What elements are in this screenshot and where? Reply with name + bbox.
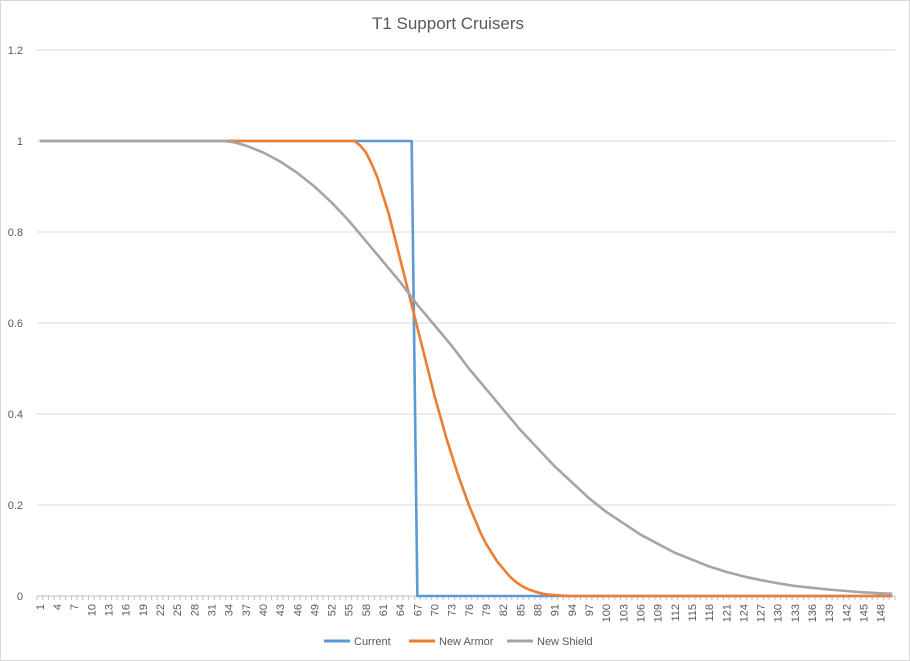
x-tick-label: 82 [498,604,510,616]
x-tick-label: 145 [859,604,871,622]
x-tick-label: 91 [550,604,562,616]
x-tick-label: 109 [653,604,665,622]
x-tick-label: 118 [704,604,716,622]
y-tick-label: 0.6 [8,318,23,330]
x-tick-label: 94 [567,604,579,616]
series-line-current [39,139,893,598]
x-tick-label: 61 [378,604,390,616]
x-tick-label: 4 [52,604,64,610]
y-tick-label: 0.4 [8,409,23,421]
x-tick-label: 112 [670,604,682,622]
x-tick-label: 88 [533,604,545,616]
y-tick-label: 1.2 [8,45,23,57]
legend: Current New Armor New Shield [324,636,593,648]
x-tick-label: 10 [86,604,98,616]
legend-label-new-armor: New Armor [439,636,494,648]
x-tick-label: 73 [447,604,459,616]
x-tick-label: 22 [155,604,167,616]
x-tick-label: 142 [841,604,853,622]
x-tick-label: 115 [687,604,699,622]
gridlines [37,49,895,506]
x-tick-label: 58 [361,604,373,616]
x-tick-label: 49 [309,604,321,616]
x-tick-label: 46 [292,604,304,616]
x-tick-label: 31 [206,604,218,616]
x-tick-label: 34 [224,604,236,616]
series-line-new-shield [39,139,893,596]
x-tick-label: 85 [515,604,527,616]
x-tick-label: 79 [481,604,493,616]
legend-label-current: Current [354,636,391,648]
chart-title: T1 Support Cruisers [372,14,524,33]
legend-label-new-shield: New Shield [537,636,593,648]
x-tick-label: 130 [773,604,785,622]
x-tick-label: 43 [275,604,287,616]
x-tick-label: 25 [172,604,184,616]
x-tick-label: 1 [35,604,47,610]
x-tick-label: 76 [464,604,476,616]
x-tick-label: 124 [738,604,750,622]
x-tick-label: 13 [104,604,116,616]
y-tick-label: 0.2 [8,500,23,512]
x-axis: 1 4 7 10 13 16 19 22 25 28 31 34 37 40 43 46 49 52 55 58 61 6… [35,595,896,622]
x-tick-label: 133 [790,604,802,622]
x-tick-label: 55 [344,604,356,616]
x-tick-label: 121 [721,604,733,622]
x-tick-label: 28 [189,604,201,616]
x-tick-label: 103 [618,604,630,622]
x-tick-label: 70 [430,604,442,616]
x-tick-label: 19 [138,604,150,616]
x-tick-label: 64 [395,604,407,616]
series-line-new-armor [39,139,893,598]
x-tick-label: 7 [69,604,81,610]
y-tick-label: 0.8 [8,227,23,239]
x-tick-label: 136 [807,604,819,622]
x-tick-label: 52 [327,604,339,616]
y-tick-label: 0 [17,591,23,603]
x-tick-label: 37 [241,604,253,616]
x-tick-label: 67 [412,604,424,616]
y-axis-tick-labels: 0 0.2 0.4 0.6 0.8 1 1.2 [8,45,23,603]
x-tick-label: 100 [601,604,613,622]
x-tick-label: 16 [121,604,133,616]
x-tick-label: 97 [584,604,596,616]
x-tick-label: 106 [635,604,647,622]
x-tick-label: 40 [258,604,270,616]
series-lines [39,139,893,598]
x-tick-label: 139 [824,604,836,622]
x-tick-label: 148 [876,604,888,622]
y-tick-label: 1 [17,136,23,148]
x-tick-label: 127 [756,604,768,622]
